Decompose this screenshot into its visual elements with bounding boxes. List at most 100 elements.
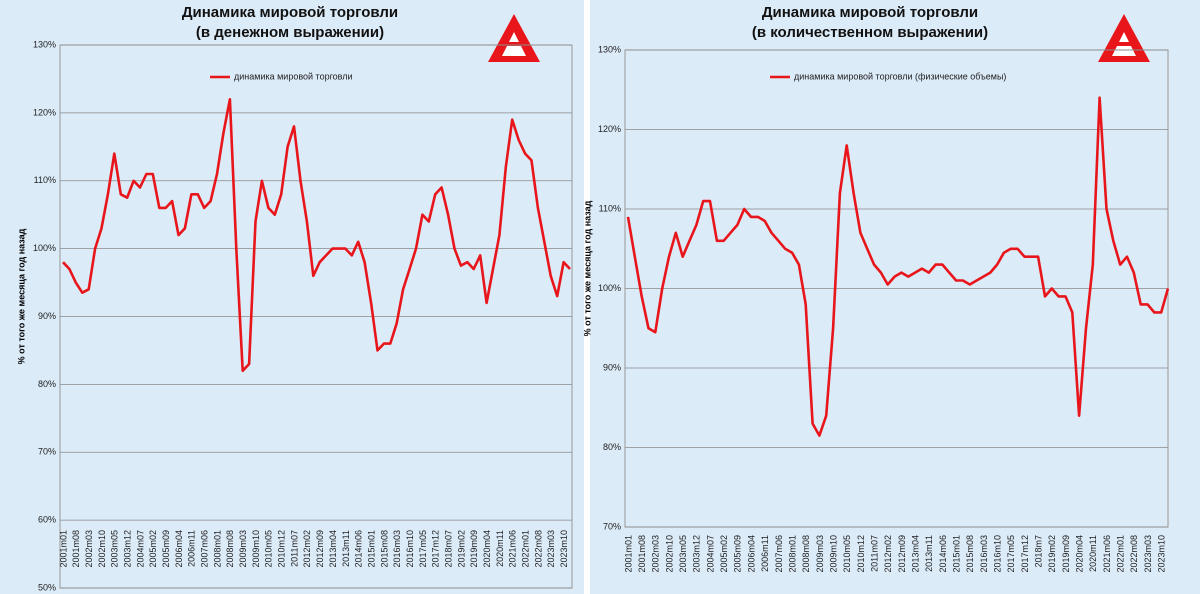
x-tick-label: 2001m01 [58, 530, 68, 568]
x-tick-label: 2008m01 [212, 530, 222, 568]
x-tick-label: 2002m03 [84, 530, 94, 568]
y-tick-label: 90% [38, 311, 56, 321]
x-tick-label: 2023m03 [546, 530, 556, 568]
x-tick-label: 2013m11 [924, 535, 934, 572]
panel-background [590, 0, 1200, 594]
x-tick-label: 2011m07 [869, 535, 879, 572]
x-tick-label: 2017m12 [1020, 535, 1030, 573]
x-tick-label: 2011m07 [289, 530, 299, 567]
x-tick-label: 2013m04 [910, 535, 920, 573]
x-tick-label: 2023m03 [1143, 535, 1153, 573]
x-tick-label: 2005m09 [161, 530, 171, 568]
x-tick-label: 2015m08 [379, 530, 389, 568]
x-tick-label: 2018m07 [443, 530, 453, 568]
x-tick-label: 2023m10 [559, 530, 569, 568]
y-tick-label: 110% [599, 203, 621, 213]
x-tick-label: 2013m11 [341, 530, 351, 567]
y-tick-label: 80% [603, 442, 621, 452]
x-tick-label: 2003m12 [123, 530, 133, 568]
chart-title: Динамика мировой торговли [762, 4, 978, 21]
x-tick-label: 2022m01 [520, 530, 530, 568]
x-tick-label: 2016m10 [992, 535, 1002, 573]
x-tick-label: 2010m12 [277, 530, 287, 568]
x-tick-label: 2020m04 [482, 530, 492, 568]
y-tick-label: 50% [38, 582, 56, 592]
x-tick-label: 2005m09 [733, 535, 743, 573]
x-tick-label: 2019m02 [1047, 535, 1057, 573]
x-tick-label: 2021m06 [1102, 535, 1112, 573]
y-axis-label: % от того же месяца год назад [582, 200, 592, 336]
y-tick-label: 80% [38, 379, 56, 389]
x-tick-label: 2021m06 [508, 530, 518, 568]
y-tick-label: 60% [38, 515, 56, 525]
x-tick-label: 2002m10 [664, 535, 674, 573]
x-tick-label: 2001m08 [71, 530, 81, 568]
x-tick-label: 2018m7 [1034, 535, 1044, 568]
x-tick-label: 2016m03 [979, 535, 989, 573]
x-tick-label: 2006m04 [746, 535, 756, 573]
x-tick-label: 2009m10 [251, 530, 261, 568]
x-tick-label: 2004m07 [135, 530, 145, 568]
x-tick-label: 2006m11 [760, 535, 770, 572]
x-tick-label: 2010m05 [842, 535, 852, 573]
x-tick-label: 2009m03 [238, 530, 248, 568]
x-tick-label: 2016m10 [405, 530, 415, 568]
x-tick-label: 2020m04 [1075, 535, 1085, 573]
x-tick-label: 2003m12 [692, 535, 702, 573]
x-tick-label: 2009m03 [815, 535, 825, 573]
x-tick-label: 2001m08 [637, 535, 647, 573]
y-tick-label: 120% [33, 107, 56, 117]
x-tick-label: 2004m07 [705, 535, 715, 573]
y-tick-label: 90% [603, 362, 621, 372]
legend-label: динамика мировой торговли (физические об… [794, 71, 1006, 81]
chart-subtitle: (в количественном выражении) [752, 24, 988, 41]
x-tick-label: 2003m05 [110, 530, 120, 568]
y-axis-label: % от того же месяца год назад [16, 228, 26, 364]
x-tick-label: 2014m06 [354, 530, 364, 568]
x-tick-label: 2015m08 [965, 535, 975, 573]
x-tick-label: 2010m05 [264, 530, 274, 568]
x-tick-label: 2022m08 [533, 530, 543, 568]
x-tick-label: 2005m02 [148, 530, 158, 568]
data-line [626, 96, 1170, 437]
y-tick-label: 100% [598, 283, 621, 293]
x-tick-label: 2008m08 [801, 535, 811, 573]
y-tick-label: 110% [34, 175, 56, 185]
x-tick-label: 2020m11 [1088, 535, 1098, 572]
x-tick-label: 2019m09 [1061, 535, 1071, 573]
x-tick-label: 2022m01 [1116, 535, 1126, 573]
legend-label: динамика мировой торговли [234, 71, 353, 81]
chart-title: Динамика мировой торговли [182, 4, 398, 21]
data-line [62, 98, 571, 373]
x-tick-label: 2007m06 [200, 530, 210, 568]
x-tick-label: 2002m03 [651, 535, 661, 573]
x-tick-label: 2012m02 [302, 530, 312, 568]
x-tick-label: 2001m01 [623, 535, 633, 573]
x-tick-label: 2016m03 [392, 530, 402, 568]
x-tick-label: 2012m09 [897, 535, 907, 573]
x-tick-label: 2002m10 [97, 530, 107, 568]
x-tick-label: 2023m10 [1157, 535, 1167, 573]
x-tick-label: 2017m05 [418, 530, 428, 568]
x-tick-label: 2007m06 [774, 535, 784, 573]
x-tick-label: 2008m01 [787, 535, 797, 573]
x-tick-label: 2006m04 [174, 530, 184, 568]
x-tick-label: 2009m10 [828, 535, 838, 573]
x-tick-label: 2015m01 [951, 535, 961, 573]
x-tick-label: 2005m02 [719, 535, 729, 573]
x-tick-label: 2006m11 [187, 530, 197, 567]
x-tick-label: 2022m08 [1129, 535, 1139, 573]
x-tick-label: 2019m09 [469, 530, 479, 568]
y-tick-label: 70% [603, 521, 621, 531]
y-tick-label: 130% [598, 44, 621, 54]
y-tick-label: 100% [33, 243, 56, 253]
x-tick-label: 2012m09 [315, 530, 325, 568]
x-tick-label: 2008m08 [225, 530, 235, 568]
x-tick-label: 2010m12 [856, 535, 866, 573]
x-tick-label: 2017m12 [431, 530, 441, 568]
y-tick-label: 120% [598, 124, 621, 134]
x-tick-label: 2013m04 [328, 530, 338, 568]
y-tick-label: 70% [38, 447, 56, 457]
chart-subtitle: (в денежном выражении) [196, 24, 384, 41]
